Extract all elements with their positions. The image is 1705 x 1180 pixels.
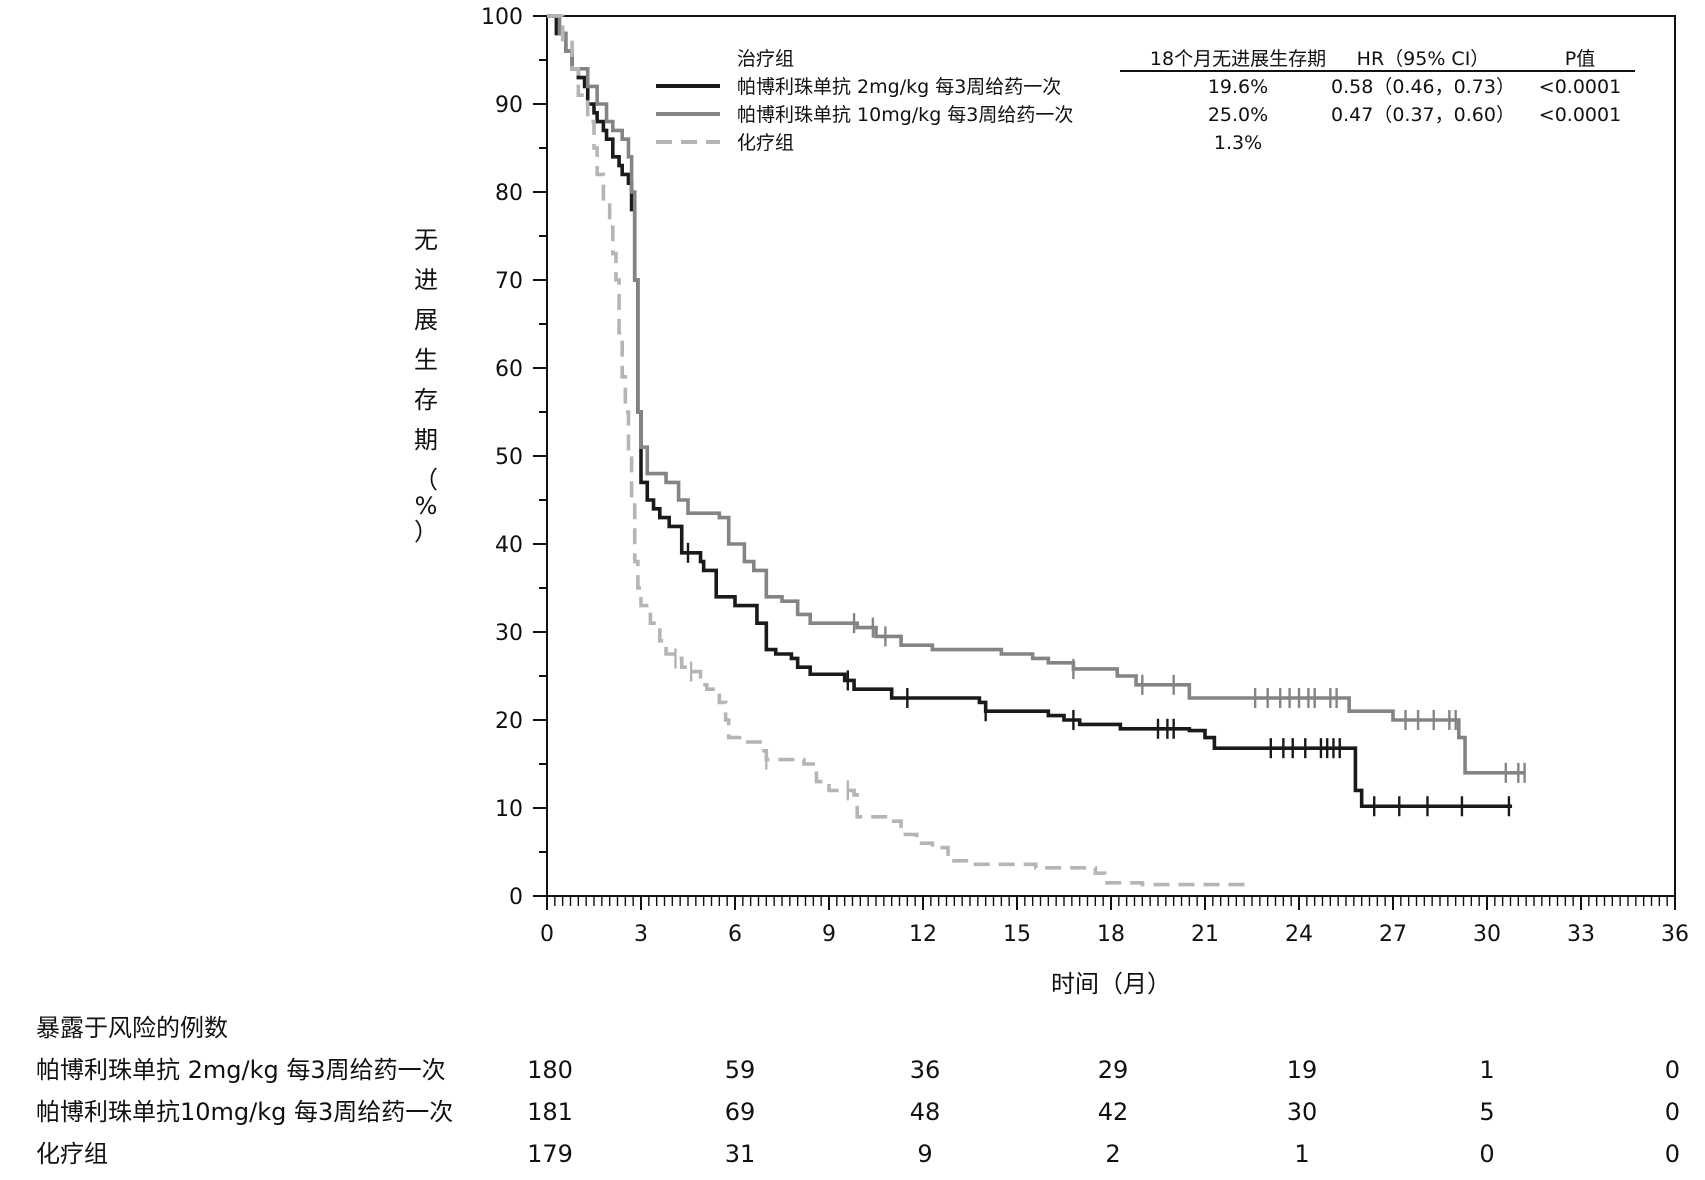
x-tick-label: 3 — [634, 922, 648, 947]
y-tick-label: 70 — [495, 269, 523, 294]
x-tick-label: 24 — [1285, 922, 1313, 947]
x-tick-label: 21 — [1191, 922, 1219, 947]
y-axis-title-char: ） — [414, 518, 438, 546]
risk-count: 180 — [527, 1056, 573, 1084]
risk-count: 29 — [1098, 1056, 1129, 1084]
legend-header-p: P值 — [1565, 48, 1595, 70]
legend-pfs18: 25.0% — [1208, 104, 1268, 126]
legend-header-group: 治疗组 — [737, 48, 794, 70]
legend-hr: 0.47（0.37，0.60） — [1331, 104, 1515, 126]
x-tick-label: 9 — [822, 922, 836, 947]
y-axis-title-char: （ — [414, 466, 438, 494]
risk-count: 69 — [725, 1098, 756, 1126]
x-tick-label: 30 — [1473, 922, 1501, 947]
x-tick-label: 33 — [1567, 922, 1595, 947]
y-tick-label: 40 — [495, 533, 523, 558]
legend-series-name: 化疗组 — [737, 132, 794, 154]
series-line — [547, 14, 1246, 887]
risk-row-label: 帕博利珠单抗10mg/kg 每3周给药一次 — [36, 1098, 453, 1126]
risk-count: 181 — [527, 1098, 573, 1126]
legend-p: <0.0001 — [1539, 76, 1621, 98]
risk-count: 1 — [1294, 1140, 1309, 1168]
risk-count: 48 — [910, 1098, 941, 1126]
legend-series-name: 帕博利珠单抗 10mg/kg 每3周给药一次 — [737, 104, 1073, 126]
y-axis-title-char: 展 — [414, 306, 438, 334]
risk-count: 5 — [1479, 1098, 1494, 1126]
risk-table-title: 暴露于风险的例数 — [36, 1014, 228, 1042]
risk-count: 1 — [1479, 1056, 1494, 1084]
y-axis-title-char: % — [415, 492, 438, 520]
y-tick-label: 50 — [495, 445, 523, 470]
series-line — [547, 14, 1525, 775]
y-tick-label: 0 — [509, 885, 523, 910]
x-tick-label: 18 — [1097, 922, 1125, 947]
y-tick-label: 30 — [495, 621, 523, 646]
y-tick-label: 80 — [495, 181, 523, 206]
risk-count: 36 — [910, 1056, 941, 1084]
x-tick-label: 36 — [1661, 922, 1689, 947]
series-group — [547, 14, 1246, 887]
y-tick-label: 90 — [495, 93, 523, 118]
series-line — [547, 14, 1513, 809]
legend-pfs18: 19.6% — [1208, 76, 1268, 98]
legend-hr: 0.58（0.46，0.73） — [1331, 76, 1515, 98]
legend-header-hr: HR（95% CI） — [1357, 48, 1490, 70]
risk-row-label: 化疗组 — [36, 1140, 108, 1168]
risk-count: 0 — [1665, 1140, 1680, 1168]
x-tick-label: 6 — [728, 922, 742, 947]
y-axis-title-char: 存 — [414, 386, 438, 414]
x-tick-label: 12 — [909, 922, 937, 947]
risk-count: 179 — [527, 1140, 573, 1168]
risk-count: 30 — [1287, 1098, 1318, 1126]
y-tick-label: 100 — [481, 5, 523, 30]
y-axis-title-char: 进 — [414, 266, 438, 294]
y-tick-label: 10 — [495, 797, 523, 822]
x-tick-label: 0 — [540, 922, 554, 947]
risk-count: 0 — [1479, 1140, 1494, 1168]
risk-count: 42 — [1098, 1098, 1129, 1126]
risk-count: 9 — [917, 1140, 932, 1168]
risk-row-label: 帕博利珠单抗 2mg/kg 每3周给药一次 — [36, 1056, 446, 1084]
legend-p: <0.0001 — [1539, 104, 1621, 126]
risk-count: 19 — [1287, 1056, 1318, 1084]
risk-count: 0 — [1665, 1098, 1680, 1126]
series-group — [547, 14, 1526, 783]
risk-count: 0 — [1665, 1056, 1680, 1084]
y-axis-title-char: 期 — [414, 426, 438, 454]
y-axis-title-char: 生 — [414, 346, 438, 374]
legend-header-pfs18: 18个月无进展生存期 — [1150, 48, 1326, 70]
legend-series-name: 帕博利珠单抗 2mg/kg 每3周给药一次 — [737, 76, 1061, 98]
risk-count: 59 — [725, 1056, 756, 1084]
x-axis-title: 时间（月） — [1051, 970, 1171, 998]
y-axis-title-char: 无 — [414, 226, 438, 254]
x-tick-label: 15 — [1003, 922, 1031, 947]
risk-count: 2 — [1105, 1140, 1120, 1168]
series-group — [547, 14, 1513, 817]
y-axis-title: 无进展生存期 （%） — [414, 226, 438, 546]
legend-pfs18: 1.3% — [1214, 132, 1262, 154]
x-tick-label: 27 — [1379, 922, 1407, 947]
y-tick-label: 60 — [495, 357, 523, 382]
risk-count: 31 — [725, 1140, 756, 1168]
y-tick-label: 20 — [495, 709, 523, 734]
